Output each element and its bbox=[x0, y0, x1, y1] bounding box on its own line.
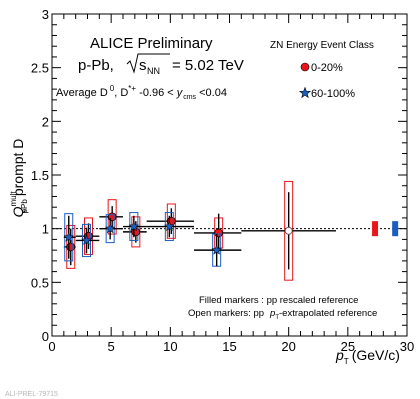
svg-text:s: s bbox=[139, 57, 147, 74]
energy-value: = 5.02 TeV bbox=[172, 57, 244, 74]
data-point-star bbox=[211, 244, 223, 255]
x-tick-label: 25 bbox=[341, 339, 355, 354]
data-point-star bbox=[63, 231, 75, 242]
legend-item-0-20: 0-20% bbox=[300, 62, 343, 74]
y-axis-title: Qmult pPb prompt D bbox=[9, 139, 29, 218]
kinematics-mid: , D bbox=[114, 87, 128, 99]
sqrt-s-nn-symbol: s NN bbox=[126, 53, 170, 76]
chart-title: ALICE Preliminary bbox=[90, 35, 213, 52]
y-tick-label: 1 bbox=[42, 222, 49, 237]
kinematics-range: -0.96 < bbox=[136, 87, 174, 99]
data-point-circle bbox=[107, 212, 117, 222]
watermark: ALI-PREL-79715 bbox=[5, 391, 58, 398]
note-open-pt: p bbox=[269, 308, 275, 319]
y-axis-q: Q bbox=[10, 206, 26, 217]
y-axis-sup: mult bbox=[9, 191, 18, 207]
x-tick-label: 0 bbox=[48, 339, 55, 354]
y-axis-rest: prompt D bbox=[10, 139, 26, 197]
normalization-box bbox=[392, 221, 399, 237]
x-axis-unit: (GeV/c) bbox=[352, 347, 400, 363]
data-point-circle bbox=[66, 242, 76, 252]
legend-label-60-100: 60-100% bbox=[311, 88, 355, 100]
kinematics-dstar-sup: *+ bbox=[128, 84, 136, 93]
kinematics-y: y bbox=[176, 87, 184, 99]
x-tick-label: 30 bbox=[400, 339, 414, 354]
legend-marker-circle bbox=[300, 62, 310, 72]
kinematics-label: Average D 0, D*+ -0.96 < ycms <0.04 bbox=[56, 84, 227, 101]
note-filled-markers: Filled markers : pp rescaled reference bbox=[199, 295, 358, 306]
x-tick-label: 5 bbox=[108, 339, 115, 354]
kinematics-lead: Average D bbox=[56, 87, 108, 99]
note-open-markers: Open markers: pp pT-extrapolated referenc… bbox=[188, 308, 377, 321]
series-0-20 bbox=[63, 180, 336, 281]
y-tick-label: 0.5 bbox=[31, 275, 49, 290]
system-label: p-Pb, bbox=[78, 57, 114, 74]
data-point-circle bbox=[214, 228, 224, 238]
x-axis-title: pT (GeV/c) bbox=[335, 347, 400, 366]
data-point-star bbox=[128, 220, 140, 232]
note-open-pt-sub: T bbox=[275, 315, 279, 321]
data-point-star bbox=[81, 234, 92, 246]
y-tick-label: 2 bbox=[42, 114, 49, 129]
kinematics-d0-sup: 0 bbox=[110, 84, 115, 93]
x-tick-label: 20 bbox=[281, 339, 295, 354]
x-tick-label: 15 bbox=[222, 339, 236, 354]
x-tick-label: 10 bbox=[163, 339, 177, 354]
y-tick-label: 1.5 bbox=[31, 168, 49, 183]
data-point-star bbox=[163, 220, 175, 232]
x-axis-pt: p bbox=[335, 347, 344, 363]
kinematics-y-sub: cms bbox=[183, 94, 196, 101]
series-60-100 bbox=[63, 212, 242, 267]
y-axis-sub: pPb bbox=[20, 199, 29, 214]
svg-text:NN: NN bbox=[147, 66, 160, 76]
legend-title: ZN Energy Event Class bbox=[270, 40, 374, 51]
y-tick-label: 0 bbox=[42, 329, 49, 344]
x-axis-pt-sub: T bbox=[344, 357, 349, 366]
y-tick-label: 2.5 bbox=[31, 61, 49, 76]
legend-label-0-20: 0-20% bbox=[311, 62, 343, 74]
legend-marker-star bbox=[298, 86, 312, 99]
y-tick-label: 3 bbox=[42, 7, 49, 22]
data-point-star bbox=[104, 222, 116, 234]
note-open-prefix: Open markers: pp bbox=[188, 308, 264, 319]
note-open-suffix: -extrapolated reference bbox=[279, 308, 377, 319]
data-point-circle bbox=[284, 226, 293, 235]
normalization-box bbox=[372, 221, 379, 237]
legend-item-60-100: 60-100% bbox=[298, 86, 355, 100]
kinematics-tail: <0.04 bbox=[196, 87, 227, 99]
